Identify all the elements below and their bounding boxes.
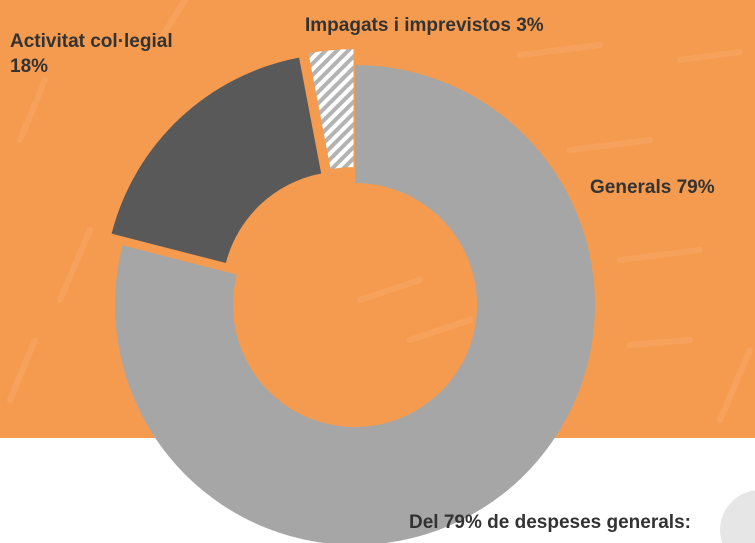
category-label: Activitat col·legial bbox=[10, 31, 173, 52]
donut-segment bbox=[308, 49, 354, 170]
value-label: 18% bbox=[10, 55, 49, 77]
texture bbox=[7, 0, 753, 423]
category-label: Impagats i imprevistos bbox=[305, 15, 511, 36]
label-activitat: Activitat col·legial 18% bbox=[10, 30, 180, 79]
donut-segment bbox=[115, 65, 595, 543]
donut-segment bbox=[111, 57, 322, 263]
decorative-circle bbox=[720, 490, 755, 543]
annotation: Del 79% de despeses generals: bbox=[409, 512, 691, 533]
category-label: Generals bbox=[590, 177, 672, 198]
label-impagats: Impagats i imprevistos 3% bbox=[305, 14, 544, 39]
label-generals: Generals 79% bbox=[590, 176, 715, 201]
value-label: 79% bbox=[676, 177, 715, 198]
value-label: 3% bbox=[516, 15, 544, 36]
